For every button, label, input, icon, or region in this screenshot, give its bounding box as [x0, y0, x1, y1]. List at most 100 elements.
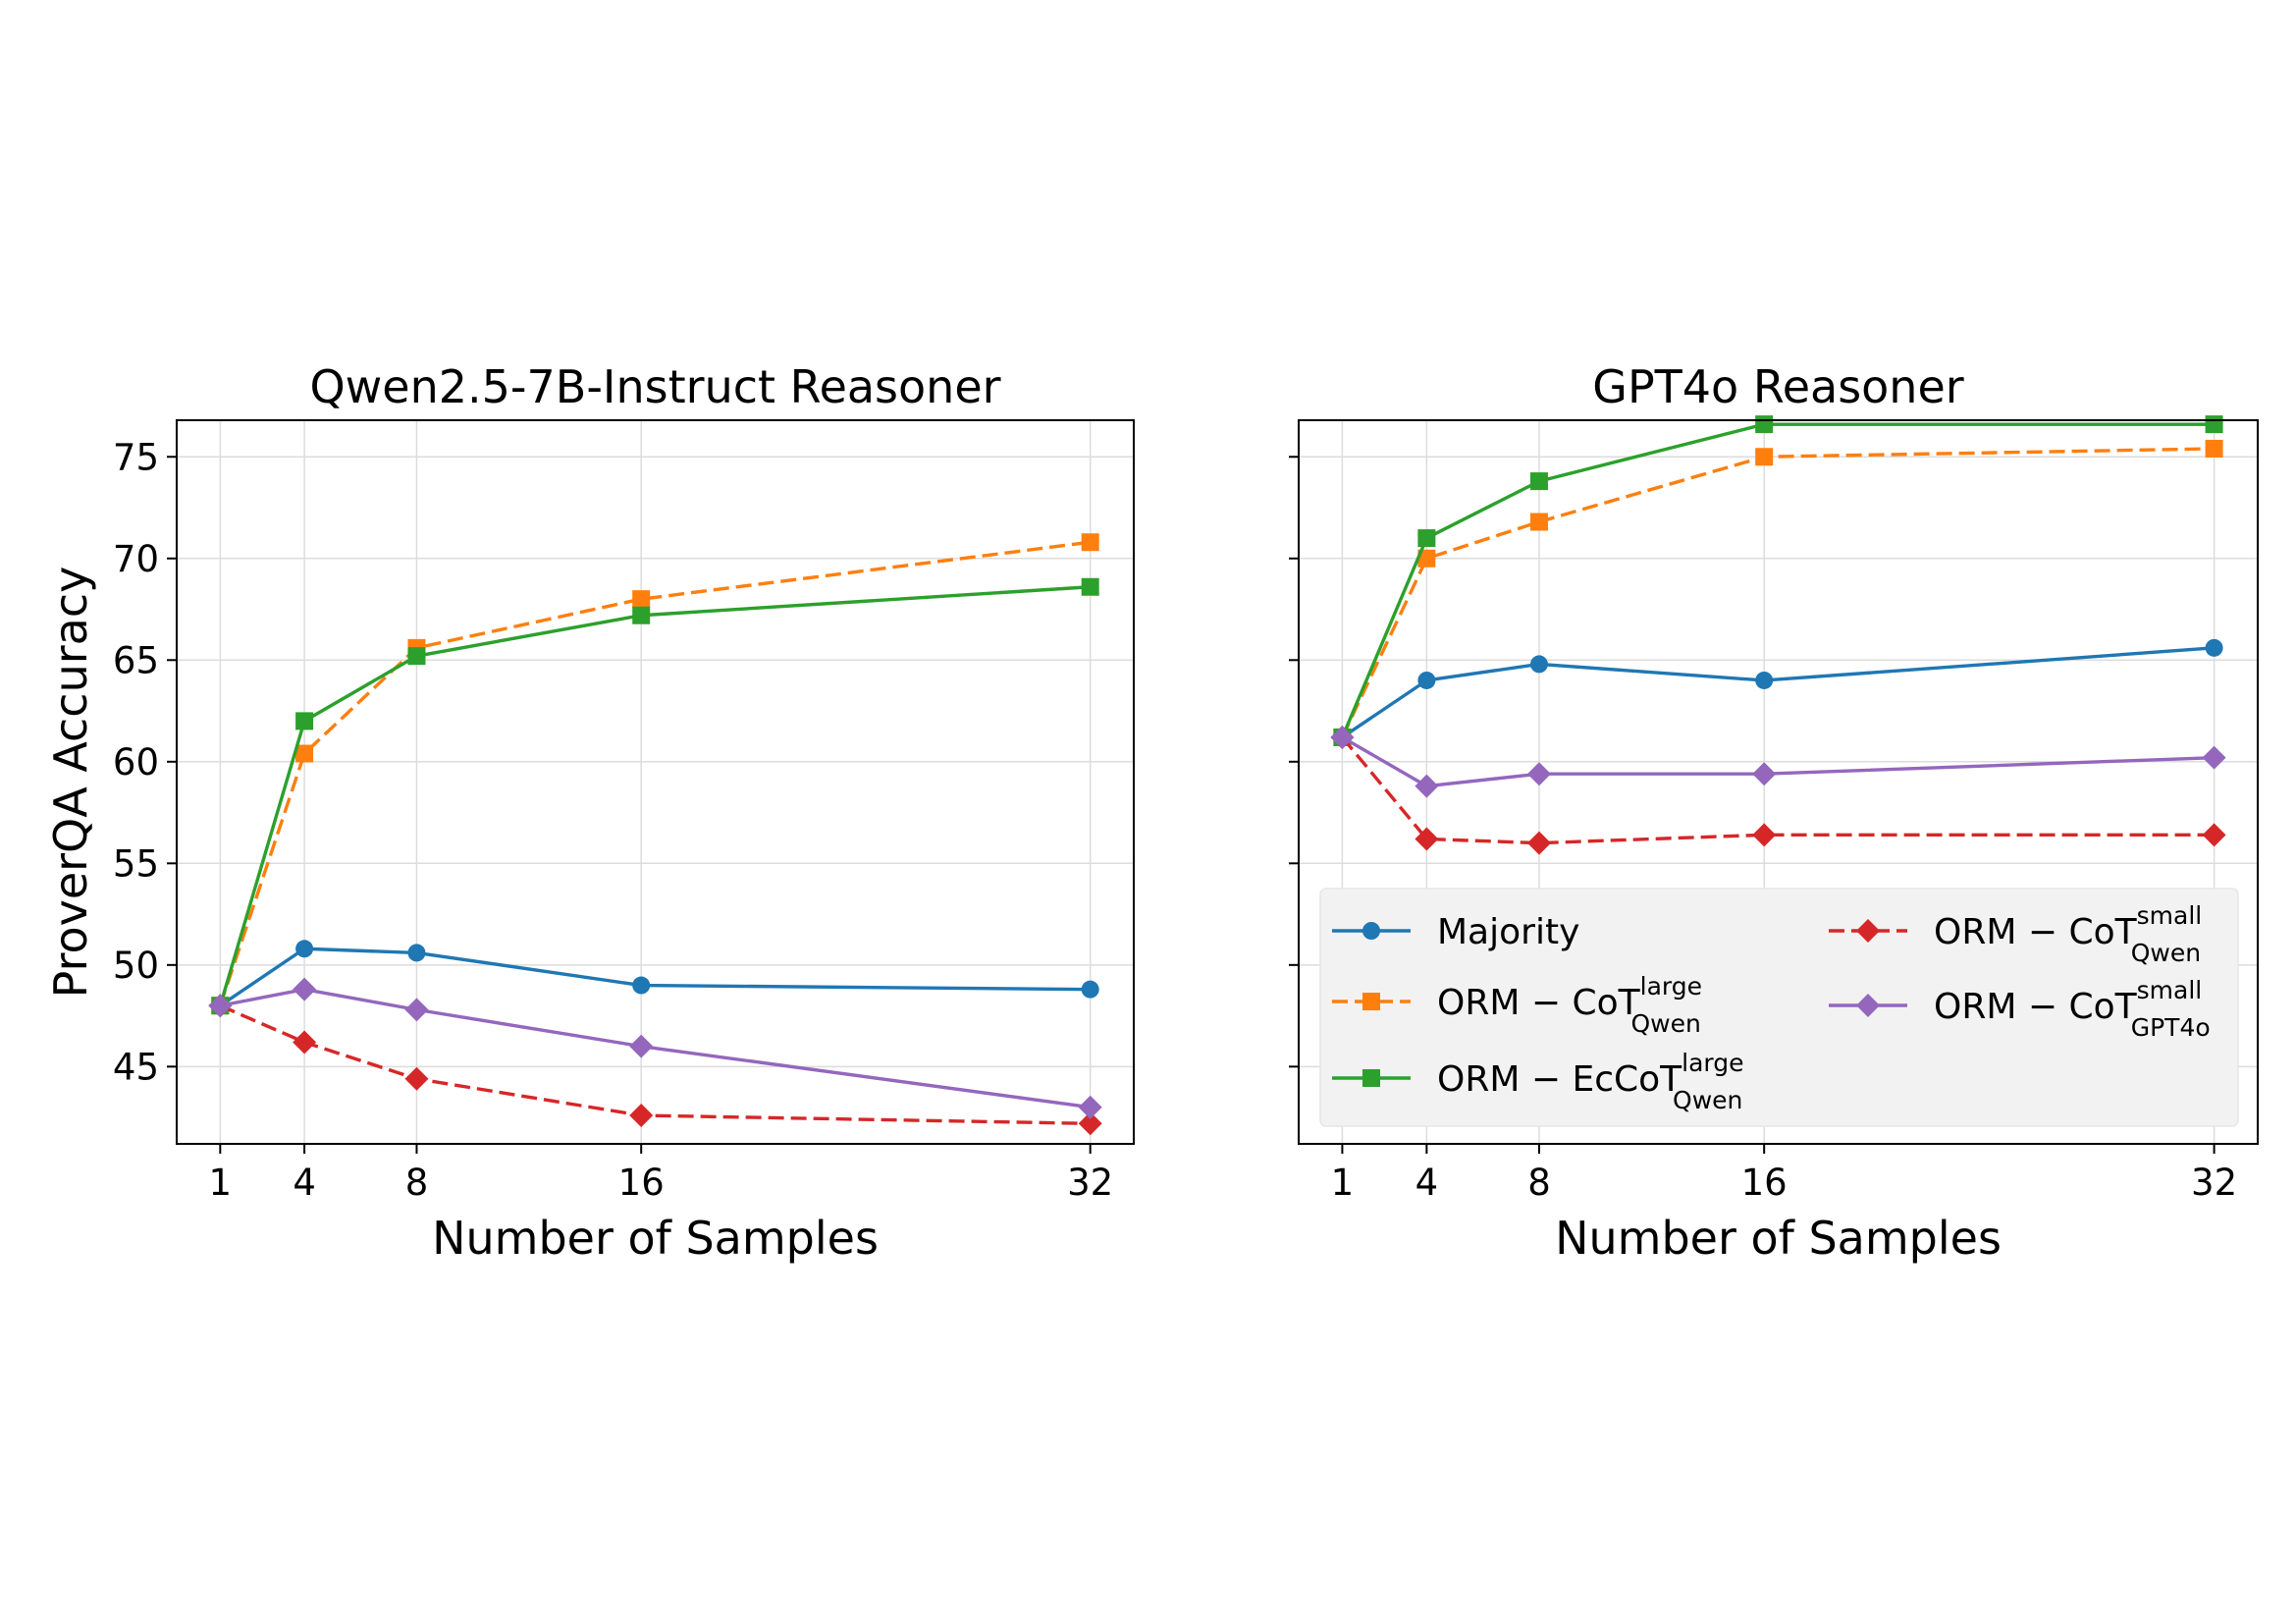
data-point-cot_small_gpt4o-0 [208, 994, 233, 1018]
data-point-cot_small_qwen-3 [1752, 823, 1777, 847]
legend-swatch-marker-eccot_large [1362, 1069, 1380, 1087]
legend-box [1319, 888, 2239, 1127]
legend-label-subscript: Qwen [2131, 939, 2201, 967]
legend-label-base: ORM − CoT [1934, 912, 2138, 952]
data-point-cot_small_qwen-1 [293, 1030, 317, 1055]
data-point-majority-3 [1755, 671, 1774, 689]
legend-swatch-marker-cot_large [1362, 993, 1380, 1010]
y-axis-label: ProverQA Accuracy [44, 567, 97, 999]
data-point-eccot_large-4 [1081, 577, 1099, 596]
panel-gpt4o-reasoner: 1 4 8 16 32 GPT4o Reasoner Number of Samples [1289, 360, 2259, 1265]
y-tick-label-6: 75 [113, 436, 159, 478]
series-cot_small_gpt4o [1330, 725, 2226, 798]
data-point-cot_large-3 [632, 590, 651, 609]
data-point-cot_small_gpt4o-3 [629, 1034, 654, 1058]
legend-label-cot_large: ORM − CoTlarge Qwen [1437, 972, 1702, 1038]
series-cot_small_gpt4o [208, 977, 1102, 1119]
data-point-eccot_large-1 [295, 712, 314, 730]
legend-label-cot_small_gpt4o: ORM − CoTsmall GPT4o [1934, 976, 2211, 1042]
legend-label-base: ORM − EcCoT [1437, 1059, 1682, 1100]
data-point-cot_small_qwen-3 [629, 1104, 654, 1128]
legend-entry-cot_small_qwen: ORM − CoTsmall Qwen [1829, 901, 2202, 967]
legend-label-superscript: large [1640, 972, 1702, 1001]
x-tick-label-4: 32 [1067, 1162, 1113, 1204]
x-axis-label: Number of Samples [1555, 1212, 2002, 1265]
data-point-cot_small_gpt4o-0 [1330, 725, 1355, 749]
grid [177, 420, 1134, 1144]
y-tick-label-0: 45 [113, 1046, 159, 1088]
series-line-cot_small_gpt4o [219, 987, 1091, 1109]
x-tick-label-2: 8 [405, 1162, 429, 1204]
x-tick-label-4: 32 [2191, 1162, 2237, 1204]
legend-label-superscript: small [2137, 976, 2203, 1004]
legend-entry-majority: Majority [1332, 912, 1579, 952]
data-point-majority-1 [295, 940, 314, 958]
data-point-eccot_large-3 [1755, 415, 1774, 434]
data-point-cot_small_gpt4o-2 [1526, 762, 1551, 786]
data-point-cot_small_gpt4o-1 [1415, 774, 1439, 798]
data-point-cot_small_gpt4o-4 [1078, 1095, 1102, 1119]
y-tick-label-2: 55 [113, 842, 159, 885]
legend-label-cot_small_qwen: ORM − CoTsmall Qwen [1934, 901, 2202, 967]
x-tick-label-1: 4 [293, 1162, 316, 1204]
panel-qwen-reasoner: 45 50 55 60 65 70 75 1 4 8 16 32 Qwen2.5-7B-Instruct… [44, 360, 1135, 1265]
data-point-eccot_large-4 [2205, 415, 2223, 434]
data-point-cot_small_gpt4o-3 [1752, 762, 1777, 786]
data-point-majority-2 [407, 944, 426, 962]
data-point-majority-1 [1417, 671, 1436, 689]
y-tick-label-1: 50 [113, 945, 159, 987]
x-tick-label-1: 4 [1415, 1162, 1439, 1204]
data-point-eccot_large-3 [632, 606, 651, 624]
legend-label-superscript: large [1682, 1049, 1743, 1077]
series-majority [211, 940, 1099, 1015]
legend-label-superscript: small [2137, 901, 2203, 930]
chart-title: GPT4o Reasoner [1592, 360, 1963, 413]
x-axis-label: Number of Samples [432, 1212, 879, 1265]
legend-label-base: ORM − CoT [1437, 983, 1641, 1023]
x-tick-label-0: 1 [209, 1162, 233, 1204]
data-point-cot_small_gpt4o-1 [293, 977, 317, 1001]
series-line-cot_large [1340, 447, 2215, 738]
plot-frame [176, 419, 1135, 1145]
legend-label-subscript: GPT4o [2131, 1013, 2211, 1042]
legend-entry-cot_large: ORM − CoTlarge Qwen [1332, 972, 1702, 1038]
series-line-majority [1341, 646, 2215, 739]
x-tick-label-0: 1 [1331, 1162, 1355, 1204]
legend-swatch-marker-cot_small_qwen [1856, 919, 1880, 943]
legend-swatch-marker-majority [1362, 922, 1380, 940]
series-line-cot_large [218, 540, 1091, 1006]
data-point-majority-2 [1529, 655, 1548, 674]
data-point-cot_small_gpt4o-2 [404, 998, 429, 1022]
data-point-cot_large-4 [1081, 533, 1099, 552]
data-point-cot_small_qwen-2 [404, 1066, 429, 1091]
data-point-cot_small_qwen-4 [2202, 823, 2226, 847]
series-cot_small_qwen [1330, 725, 2226, 855]
chart-title: Qwen2.5-7B-Instruct Reasoner [309, 360, 1000, 413]
data-point-cot_large-1 [1417, 549, 1436, 568]
data-point-majority-4 [1081, 980, 1099, 999]
series-line-eccot_large [1340, 422, 2215, 738]
data-point-majority-3 [632, 976, 651, 995]
series-line-cot_small_qwen [1341, 735, 2215, 845]
series-cot_small_qwen [208, 994, 1102, 1136]
data-point-eccot_large-2 [407, 647, 426, 666]
data-point-cot_small_qwen-2 [1526, 831, 1551, 855]
data-point-cot_small_qwen-4 [1078, 1111, 1102, 1136]
data-point-majority-4 [2205, 638, 2223, 657]
x-tick-label-3: 16 [618, 1162, 665, 1204]
data-point-cot_large-1 [295, 744, 314, 763]
series-cot_large [211, 533, 1099, 1015]
legend-swatch-marker-cot_small_gpt4o [1856, 994, 1880, 1017]
data-point-cot_small_gpt4o-4 [2202, 745, 2226, 770]
data-point-eccot_large-2 [1529, 472, 1548, 491]
data-point-cot_small_qwen-1 [1415, 827, 1439, 851]
legend-entry-eccot_large: ORM − EcCoTlarge Qwen [1332, 1049, 1744, 1114]
y-tick-label-5: 70 [113, 538, 159, 580]
x-tick-label-2: 8 [1527, 1162, 1551, 1204]
y-tick-label-4: 65 [113, 639, 159, 681]
legend-label-base: ORM − CoT [1934, 987, 2138, 1027]
series-line-cot_small_qwen [219, 1003, 1091, 1125]
legend-label-majority: Majority [1437, 912, 1579, 952]
series-cot_large [1333, 439, 2223, 746]
